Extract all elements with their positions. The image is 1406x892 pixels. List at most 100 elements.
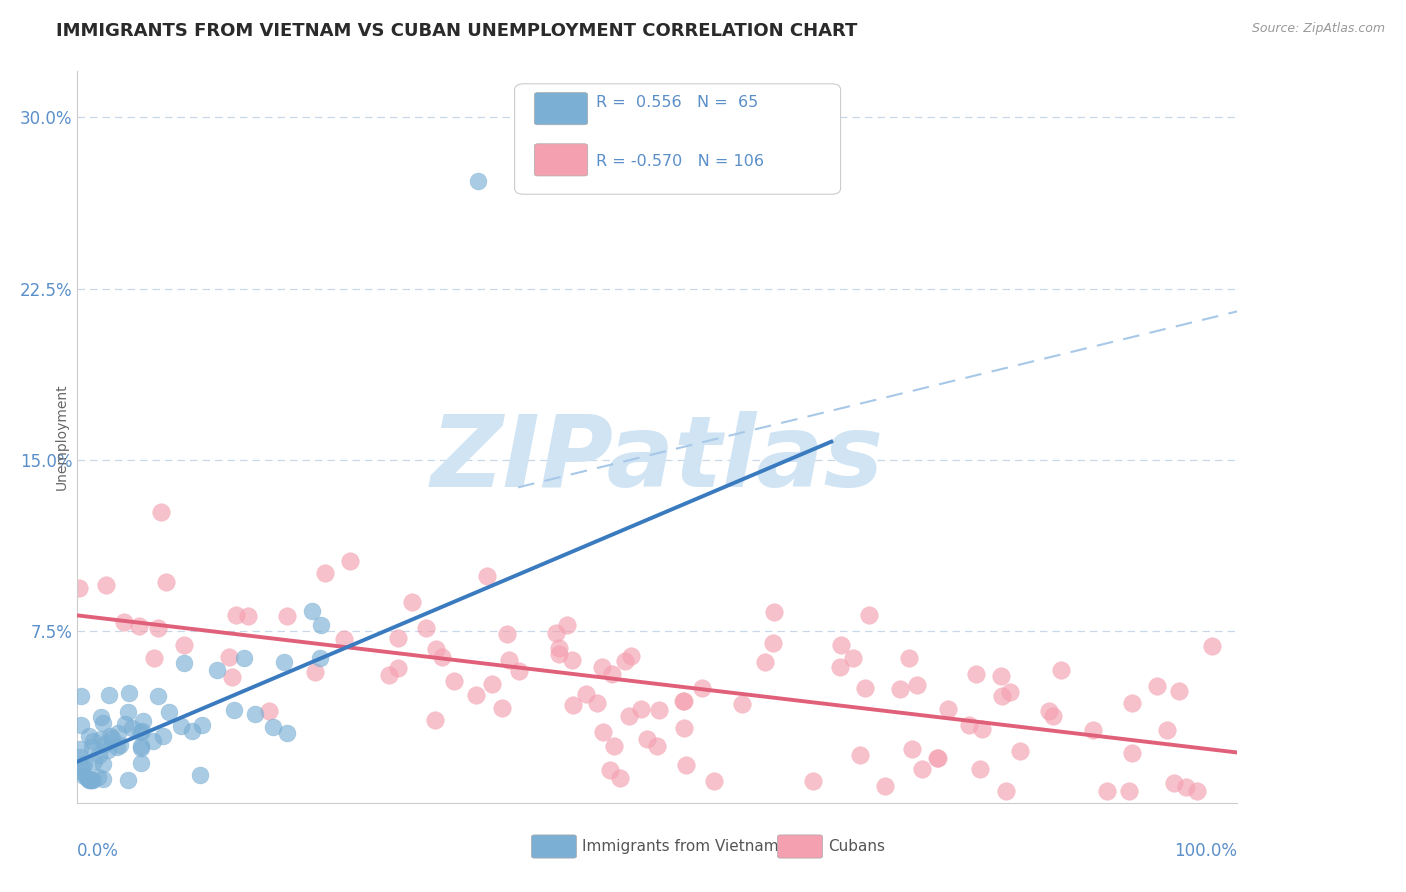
Point [339,554,361,568]
Point [128,619,150,633]
Point [207,663,229,677]
Point [190,718,212,732]
Point [69,764,91,778]
Point [114,717,136,731]
Y-axis label: Unemployment: Unemployment [55,384,69,491]
Point [672,722,695,736]
Point [467,174,489,188]
Point [675,757,697,772]
Point [83,754,105,768]
Point [1042,708,1064,723]
Point [149,505,172,519]
Point [849,747,872,762]
Point [561,652,583,666]
Text: ZIPatlas: ZIPatlas [430,410,884,508]
Point [647,703,669,717]
Point [1146,679,1168,693]
Point [146,690,169,704]
Point [1118,784,1140,798]
Point [401,595,423,609]
Point [152,729,174,743]
Point [481,677,503,691]
Point [173,656,195,670]
Point [673,694,696,708]
Point [703,773,725,788]
Point [157,705,180,719]
Point [377,668,399,682]
Point [121,721,143,735]
Point [387,661,409,675]
Point [98,729,121,743]
Point [67,581,90,595]
Text: R =  0.556   N =  65: R = 0.556 N = 65 [596,95,758,111]
Point [600,667,623,681]
Point [69,689,91,703]
Point [998,685,1021,699]
Point [221,670,243,684]
Point [1121,746,1143,760]
Point [387,631,409,645]
Point [243,706,266,721]
Point [87,770,110,784]
Point [91,757,114,772]
Point [70,760,93,774]
Point [508,665,530,679]
Point [630,701,652,715]
Point [858,608,880,623]
Point [129,739,152,754]
Point [672,694,695,708]
Text: 0.0%: 0.0% [77,842,120,860]
Point [801,773,824,788]
Point [599,764,621,778]
Point [620,648,643,663]
Point [900,742,922,756]
Point [89,747,111,762]
Point [233,650,256,665]
Text: Cubans: Cubans [828,839,886,854]
Point [970,722,993,736]
Point [218,650,240,665]
Point [129,740,152,755]
Point [547,640,569,655]
Point [129,756,152,771]
Point [70,717,93,731]
Point [90,732,112,747]
Point [1156,723,1178,738]
Point [425,641,447,656]
Point [936,701,959,715]
Point [131,723,153,738]
Point [690,681,713,696]
Point [79,772,101,787]
Point [965,666,987,681]
Point [118,686,141,700]
Point [762,636,785,650]
Point [990,669,1012,683]
Point [98,689,121,703]
Point [994,784,1017,798]
Point [276,608,298,623]
Point [889,681,911,696]
Point [842,650,865,665]
Point [443,674,465,689]
Point [990,690,1012,704]
Point [117,705,139,719]
Point [188,768,211,782]
Point [491,701,513,715]
Point [73,757,96,772]
Point [259,704,281,718]
Point [173,638,195,652]
Point [73,769,96,783]
Point [170,718,193,732]
Point [853,681,876,695]
Point [91,716,114,731]
Point [1095,784,1118,798]
Point [415,621,437,635]
Point [100,731,122,746]
Point [80,739,103,754]
Point [181,723,204,738]
Point [873,779,896,793]
Point [898,650,921,665]
Point [498,653,520,667]
Point [273,655,295,669]
Point [82,772,104,787]
